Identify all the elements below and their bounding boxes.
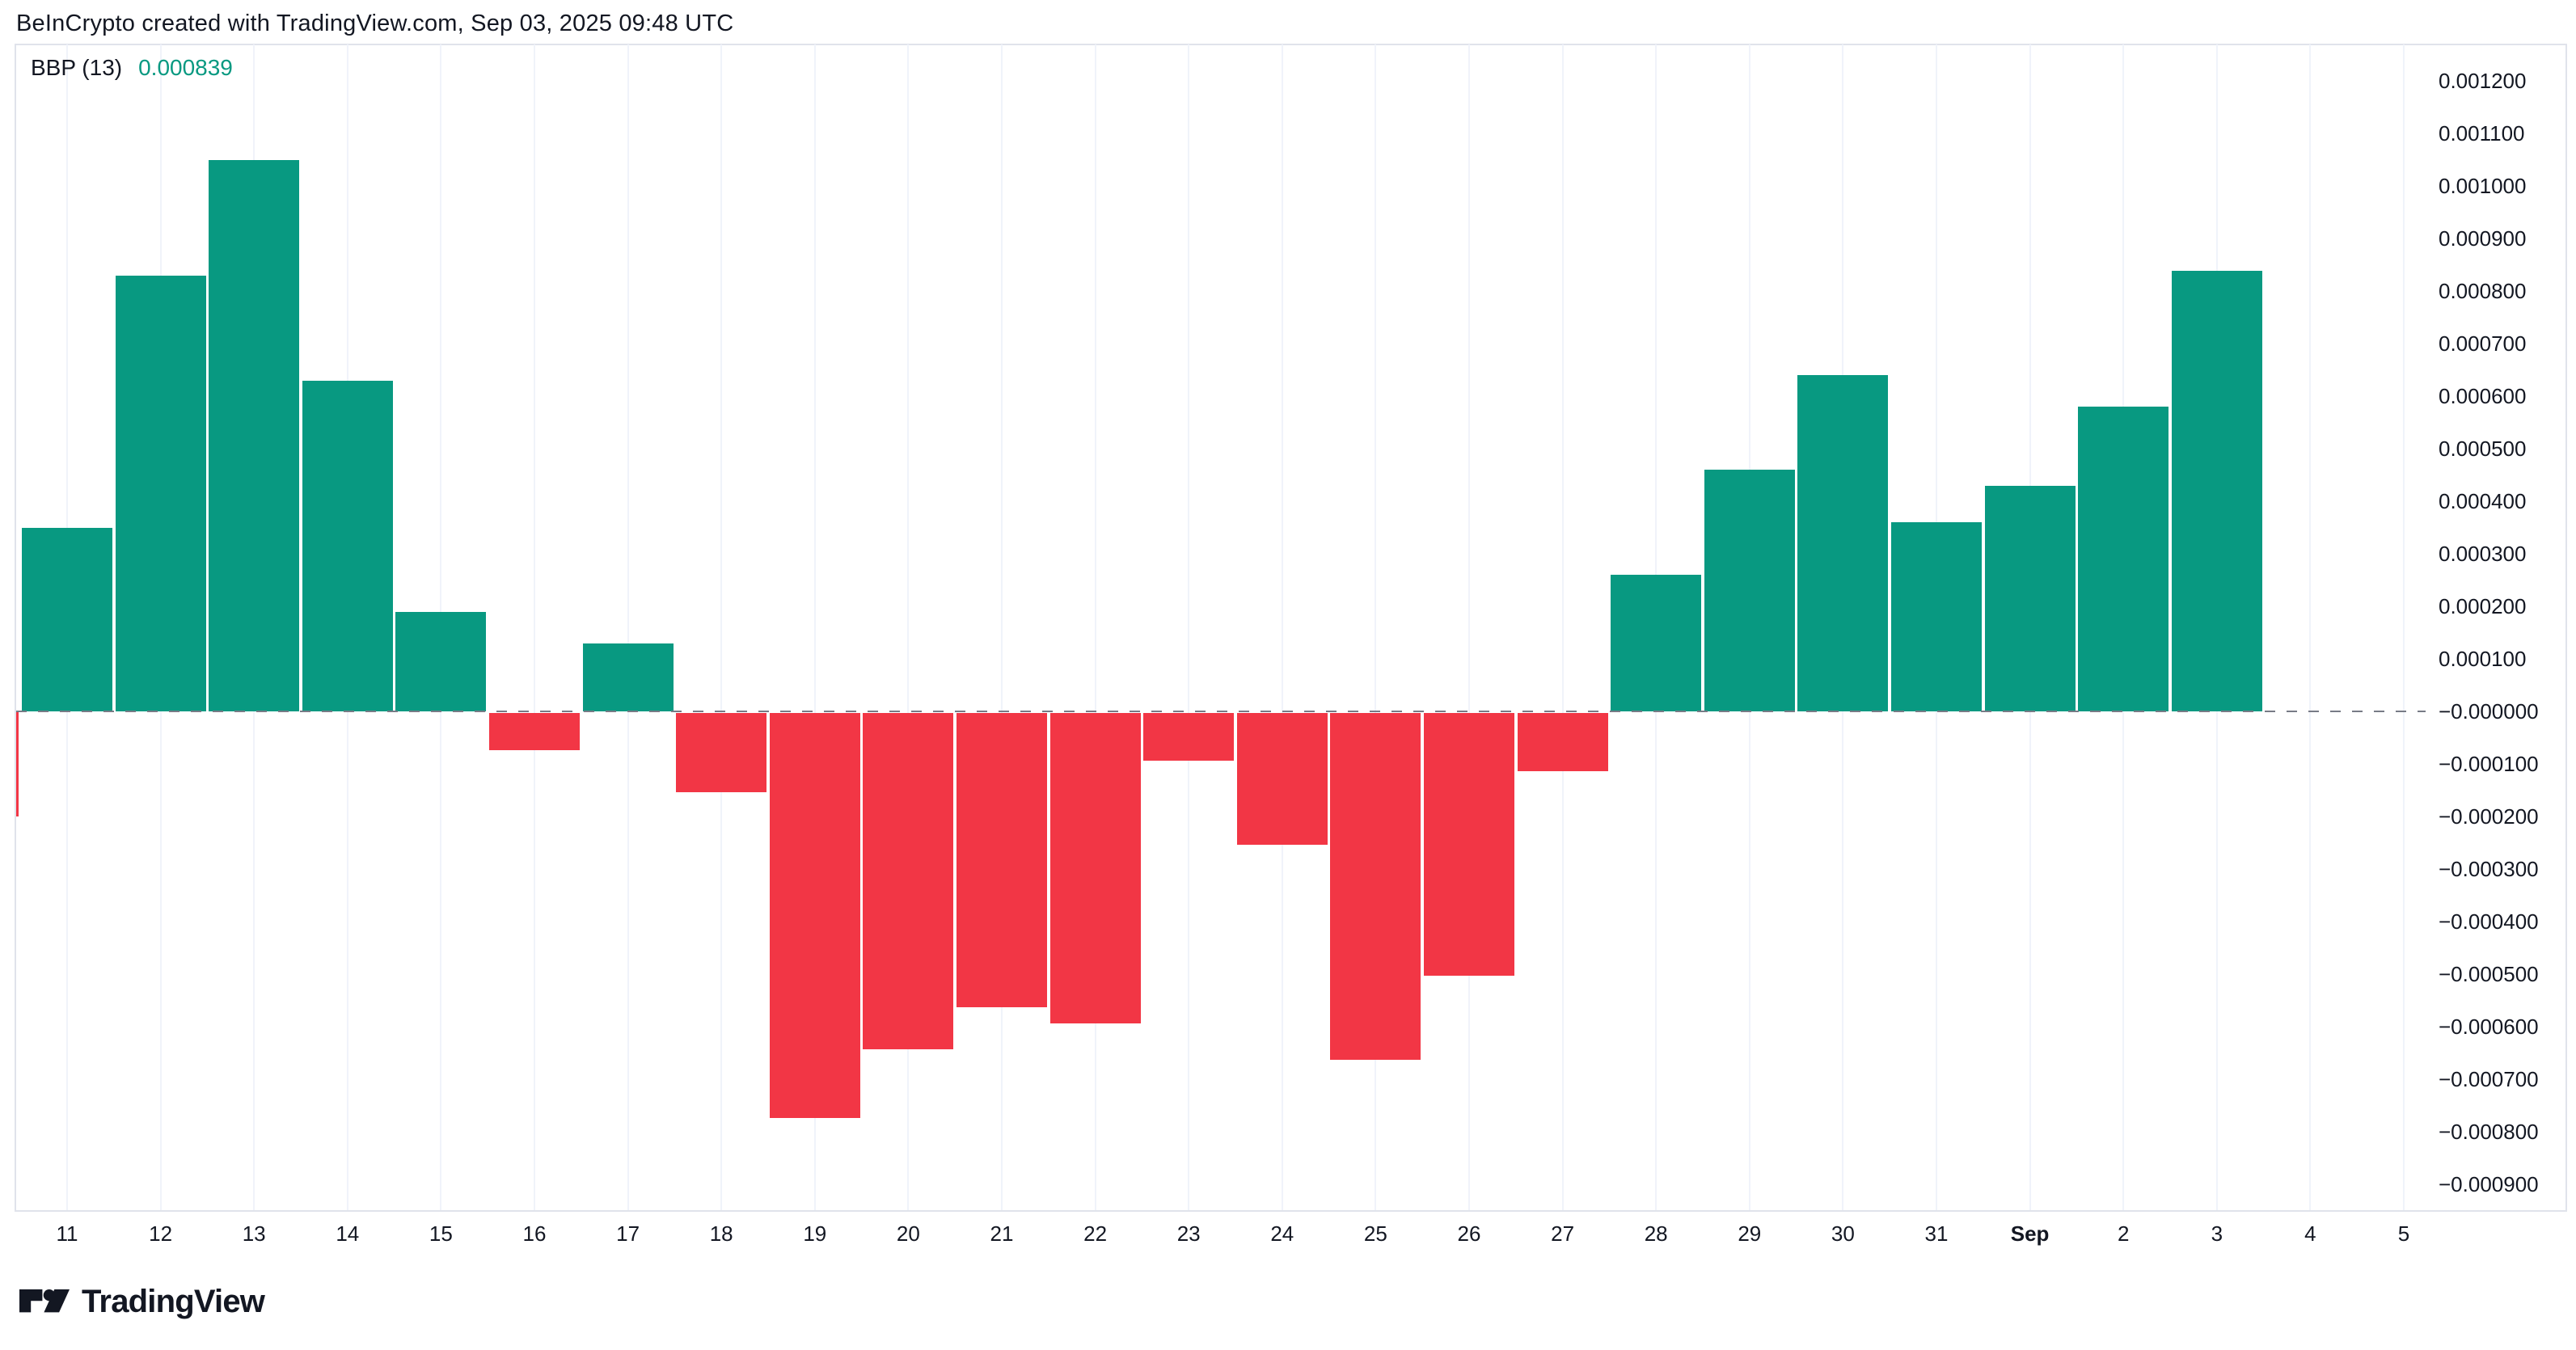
vertical-gridline xyxy=(1561,44,1564,1210)
bar-21[interactable] xyxy=(956,713,1047,1007)
bar-25[interactable] xyxy=(1330,713,1421,1060)
zero-line xyxy=(16,711,2426,712)
price-axis-label: −0.000400 xyxy=(2439,909,2539,934)
time-axis-label: 31 xyxy=(1924,1221,1949,1246)
time-axis-label: 22 xyxy=(1083,1221,1108,1246)
time-axis-label: Sep xyxy=(2010,1221,2050,1246)
bar-16[interactable] xyxy=(489,713,580,750)
plot-area[interactable] xyxy=(16,44,2430,1210)
price-axis-label: 0.001100 xyxy=(2439,121,2525,146)
bar-18[interactable] xyxy=(676,713,767,792)
bar-23[interactable] xyxy=(1143,713,1235,761)
time-axis-label: 15 xyxy=(429,1221,453,1246)
price-axis-label: −0.000500 xyxy=(2439,962,2539,986)
tradingview-logo-text: TradingView xyxy=(82,1284,265,1319)
bar-24[interactable] xyxy=(1236,713,1328,845)
time-axis-label: 3 xyxy=(2211,1221,2223,1246)
price-axis-label: 0.000700 xyxy=(2439,331,2527,356)
price-axis-label: 0.000200 xyxy=(2439,594,2527,618)
price-axis-label: −0.000000 xyxy=(2439,699,2539,724)
bar-22[interactable] xyxy=(1049,713,1141,1023)
price-axis[interactable]: 0.001200 0.001100 0.001000 0.000900 0.000800… xyxy=(2430,44,2567,1210)
bar-2[interactable] xyxy=(2078,407,2169,711)
vertical-gridline xyxy=(1375,44,1377,1210)
vertical-gridline xyxy=(2403,44,2405,1210)
time-axis-label: 21 xyxy=(990,1221,1014,1246)
bar-11[interactable] xyxy=(22,527,112,711)
bar-3[interactable] xyxy=(2171,270,2262,711)
time-axis-label: 14 xyxy=(336,1221,360,1246)
vertical-gridline xyxy=(534,44,535,1210)
price-axis-label: −0.000100 xyxy=(2439,752,2539,776)
bar-13[interactable] xyxy=(209,159,300,711)
price-axis-label: 0.000800 xyxy=(2439,279,2527,303)
indicator-value: 0.000839 xyxy=(138,55,233,80)
time-axis-label: 24 xyxy=(1270,1221,1294,1246)
time-axis-label: 28 xyxy=(1644,1221,1668,1246)
bar-31[interactable] xyxy=(1891,522,1982,711)
time-axis-label: 16 xyxy=(522,1221,547,1246)
vertical-gridline xyxy=(2309,44,2312,1210)
price-axis-label: −0.000200 xyxy=(2439,804,2539,829)
price-axis-label: 0.000600 xyxy=(2439,384,2527,408)
price-axis-label: 0.000900 xyxy=(2439,226,2527,251)
bar-Sep[interactable] xyxy=(1984,485,2076,711)
bar-17[interactable] xyxy=(582,643,674,711)
bar-clipped-left[interactable] xyxy=(16,711,19,816)
vertical-gridline xyxy=(1281,44,1283,1210)
price-axis-label: −0.000300 xyxy=(2439,857,2539,881)
price-axis-label: 0.001000 xyxy=(2439,174,2527,198)
time-axis-label: 26 xyxy=(1457,1221,1481,1246)
time-axis-label: 17 xyxy=(616,1221,640,1246)
price-axis-label: 0.001200 xyxy=(2439,69,2527,93)
tradingview-logo-icon xyxy=(19,1289,70,1313)
price-axis-label: 0.000500 xyxy=(2439,437,2527,461)
time-axis-label: 19 xyxy=(803,1221,827,1246)
time-axis-label: 4 xyxy=(2304,1221,2316,1246)
time-axis[interactable]: 11 12 13 14 15 16 17 18 19 20 21 22 23 24 25 26 27 28 29 30… xyxy=(15,1210,2567,1253)
price-axis-label: −0.000600 xyxy=(2439,1015,2539,1039)
bar-30[interactable] xyxy=(1797,375,1889,711)
price-axis-label: 0.000100 xyxy=(2439,647,2527,671)
vertical-gridline xyxy=(1188,44,1190,1210)
vertical-gridline xyxy=(1094,44,1096,1210)
bar-20[interactable] xyxy=(863,713,954,1049)
tradingview-logo[interactable]: TradingView xyxy=(19,1284,265,1320)
price-axis-label: −0.000700 xyxy=(2439,1067,2539,1091)
time-axis-label: 2 xyxy=(2117,1221,2130,1246)
price-axis-label: 0.000400 xyxy=(2439,489,2527,513)
bar-29[interactable] xyxy=(1704,470,1795,711)
time-axis-label: 20 xyxy=(896,1221,920,1246)
chart-title: BeInCrypto created with TradingView.com,… xyxy=(16,11,734,36)
price-axis-label: −0.000800 xyxy=(2439,1120,2539,1144)
bar-26[interactable] xyxy=(1424,713,1514,976)
time-axis-label: 18 xyxy=(709,1221,733,1246)
time-axis-label: 12 xyxy=(149,1221,173,1246)
vertical-gridline xyxy=(627,44,629,1210)
vertical-gridline xyxy=(813,44,816,1210)
bar-12[interactable] xyxy=(115,275,206,711)
vertical-gridline xyxy=(1468,44,1470,1210)
bar-14[interactable] xyxy=(302,380,393,711)
bar-19[interactable] xyxy=(769,713,860,1118)
time-axis-label: 5 xyxy=(2397,1221,2410,1246)
vertical-gridline xyxy=(907,44,910,1210)
vertical-gridline xyxy=(720,44,723,1210)
bar-27[interactable] xyxy=(1517,713,1608,771)
time-axis-label: 23 xyxy=(1176,1221,1201,1246)
time-axis-label: 13 xyxy=(242,1221,266,1246)
vertical-gridline xyxy=(1001,44,1003,1210)
price-axis-label: 0.000300 xyxy=(2439,542,2527,566)
bar-28[interactable] xyxy=(1611,575,1702,711)
time-axis-label: 25 xyxy=(1363,1221,1387,1246)
time-axis-label: 29 xyxy=(1738,1221,1762,1246)
time-axis-label: 30 xyxy=(1831,1221,1855,1246)
time-axis-label: 11 xyxy=(56,1221,78,1246)
price-axis-label: −0.000900 xyxy=(2439,1172,2539,1196)
bar-15[interactable] xyxy=(395,611,487,711)
time-axis-label: 27 xyxy=(1551,1221,1575,1246)
indicator-name: BBP (13) xyxy=(31,55,123,80)
indicator-legend[interactable]: BBP (13) 0.000839 xyxy=(31,55,233,81)
